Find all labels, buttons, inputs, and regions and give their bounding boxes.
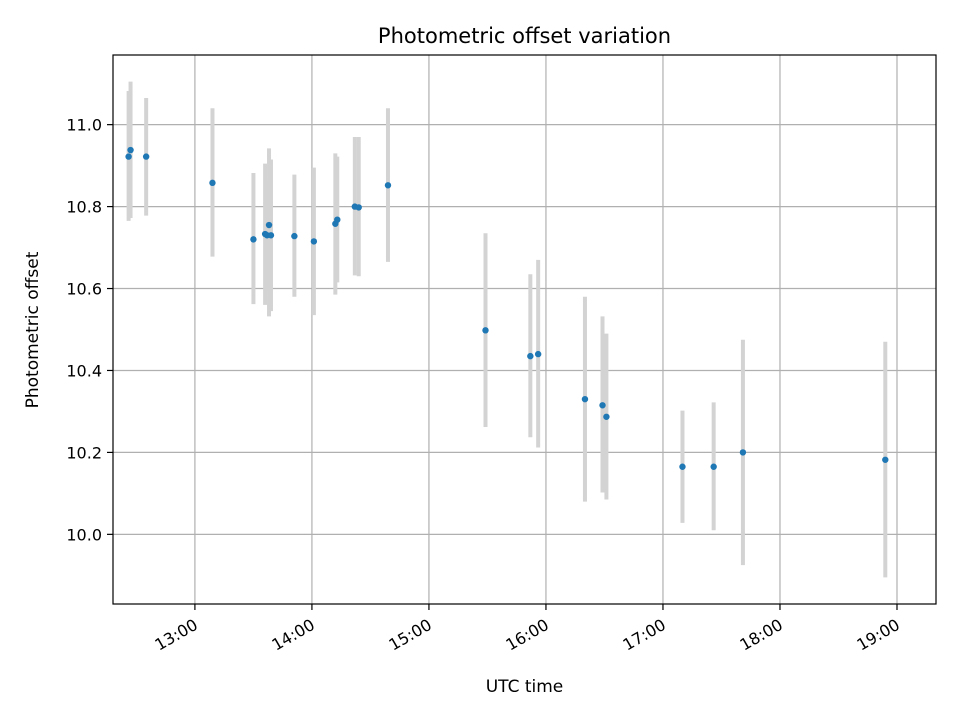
- data-point: [739, 449, 747, 456]
- data-point: [603, 413, 610, 420]
- y-tick-label: 10.8: [66, 198, 102, 217]
- y-axis-ticks: 10.0 10.2 10.4 10.6 10.8 11.0: [66, 116, 113, 544]
- data-point: [291, 232, 298, 240]
- data-point: [710, 463, 717, 470]
- chart-title: Photometric offset variation: [378, 24, 671, 48]
- data-point: [334, 216, 341, 223]
- data-point: [527, 352, 534, 360]
- data-point: [384, 182, 392, 189]
- y-tick-label: 10.2: [66, 443, 102, 462]
- data-point: [599, 402, 606, 409]
- data-point: [265, 221, 273, 229]
- data-points: [125, 146, 889, 470]
- y-tick-label: 10.6: [66, 280, 102, 299]
- y-tick-label: 11.0: [66, 116, 102, 135]
- data-point: [127, 146, 134, 154]
- data-point: [882, 456, 889, 463]
- data-point: [125, 153, 132, 160]
- plot-frame: [112, 54, 937, 605]
- data-point: [355, 204, 362, 211]
- y-tick-label: 10.0: [66, 525, 102, 544]
- grid: [113, 55, 936, 604]
- data-point: [310, 238, 318, 245]
- y-tick-label: 10.4: [66, 361, 102, 380]
- data-point: [534, 350, 542, 358]
- data-point: [581, 395, 589, 403]
- y-axis-label: Photometric offset: [23, 251, 43, 408]
- data-point: [209, 179, 216, 187]
- data-point: [482, 327, 489, 334]
- data-point: [142, 153, 150, 160]
- data-point: [267, 232, 275, 239]
- data-point: [250, 236, 257, 243]
- x-axis-label: UTC time: [486, 677, 564, 697]
- data-point: [679, 463, 686, 470]
